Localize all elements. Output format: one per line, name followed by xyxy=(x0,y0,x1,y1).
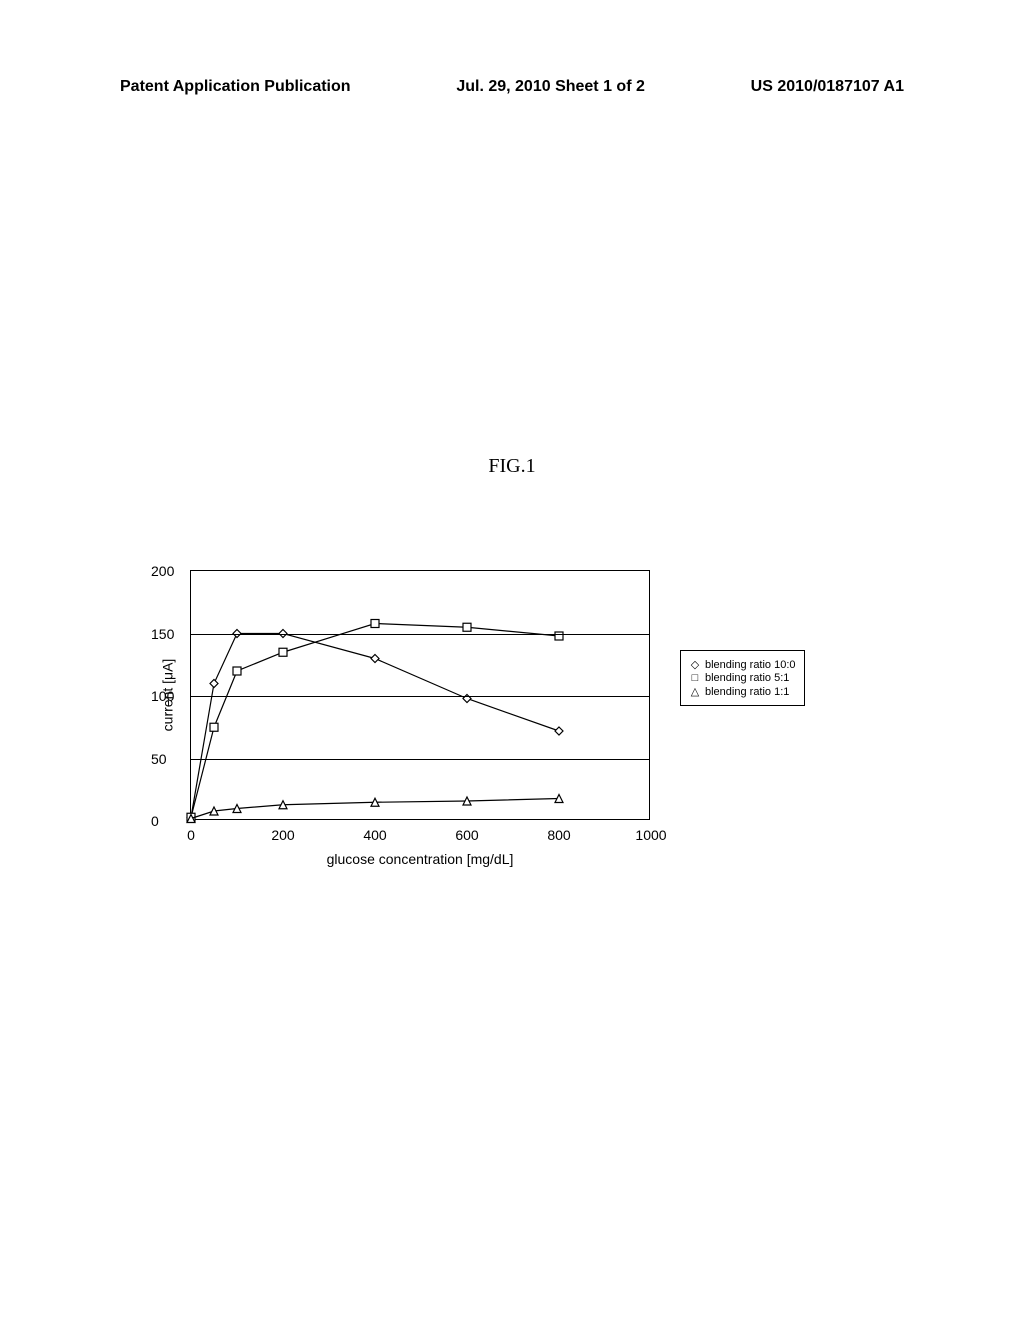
gridline xyxy=(191,696,649,697)
y-tick-label: 150 xyxy=(151,626,174,642)
x-tick-label: 400 xyxy=(363,827,386,843)
y-tick-label: 100 xyxy=(151,688,174,704)
gridline xyxy=(191,634,649,635)
triangle-icon: △ xyxy=(689,685,701,698)
legend-label: blending ratio 10:0 xyxy=(705,659,796,671)
plot-area: current [μA] glucose concentration [mg/d… xyxy=(190,570,650,820)
y-tick-label: 200 xyxy=(151,563,174,579)
legend-label: blending ratio 5:1 xyxy=(705,672,789,684)
diamond-marker xyxy=(371,655,379,663)
header-left: Patent Application Publication xyxy=(120,78,351,96)
x-tick-label: 0 xyxy=(187,827,195,843)
square-icon: □ xyxy=(689,672,701,684)
square-marker xyxy=(279,648,287,656)
diamond-marker xyxy=(210,680,218,688)
legend: ◇ blending ratio 10:0 □ blending ratio 5… xyxy=(680,650,805,706)
square-marker xyxy=(371,620,379,628)
gridline xyxy=(191,759,649,760)
square-marker xyxy=(233,667,241,675)
legend-item: □ blending ratio 5:1 xyxy=(689,672,796,684)
x-axis-label: glucose concentration [mg/dL] xyxy=(327,851,514,867)
diamond-marker xyxy=(555,727,563,735)
chart: current [μA] glucose concentration [mg/d… xyxy=(130,560,670,870)
diamond-icon: ◇ xyxy=(689,658,701,671)
header-right: US 2010/0187107 A1 xyxy=(751,78,904,96)
square-marker xyxy=(210,723,218,731)
legend-label: blending ratio 1:1 xyxy=(705,686,789,698)
x-tick-label: 800 xyxy=(547,827,570,843)
figure-title: FIG.1 xyxy=(488,455,535,478)
square-marker xyxy=(463,623,471,631)
series-line xyxy=(191,624,559,818)
header-center: Jul. 29, 2010 Sheet 1 of 2 xyxy=(456,78,645,96)
legend-item: ◇ blending ratio 10:0 xyxy=(689,658,796,671)
legend-item: △ blending ratio 1:1 xyxy=(689,685,796,698)
x-tick-label: 1000 xyxy=(635,827,666,843)
page-header: Patent Application Publication Jul. 29, … xyxy=(0,78,1024,96)
x-tick-label: 200 xyxy=(271,827,294,843)
x-tick-label: 600 xyxy=(455,827,478,843)
y-tick-label: 50 xyxy=(151,751,167,767)
y-tick-label: 0 xyxy=(151,813,159,829)
chart-svg xyxy=(191,571,649,819)
